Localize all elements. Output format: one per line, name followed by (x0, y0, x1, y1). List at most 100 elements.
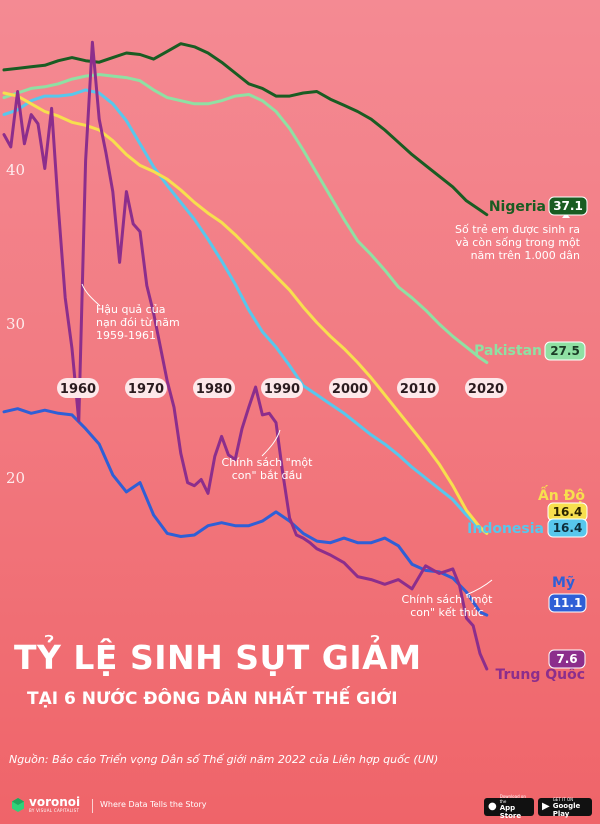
value-badge-label: 37.1 (553, 199, 583, 213)
value-badge: 16.4 (547, 502, 588, 522)
tagline: Where Data Tells the Story (100, 800, 207, 809)
annotation-arrow (465, 579, 493, 596)
annotation-text: con" kết thúc (410, 606, 484, 619)
annotation-text: con" bắt đầu (232, 469, 303, 482)
x-tick-label: 1990 (264, 382, 300, 397)
y-ticks: 20 30 40 (6, 161, 25, 487)
x-tick-pill (329, 378, 371, 398)
app-store-label: App Store (499, 804, 522, 820)
value-badge-box (548, 649, 586, 669)
annotation-text: 1959-1961 (96, 329, 156, 342)
x-tick-label: 2000 (332, 382, 368, 397)
series-line-my (2, 407, 489, 617)
value-badge-box (544, 341, 586, 361)
y-tick-label: 40 (6, 161, 25, 179)
brand-subtitle: BY VISUAL CAPITALIST (29, 808, 80, 813)
chart-subtitle: TẠI 6 NƯỚC ĐÔNG DÂN NHẤT THẾ GIỚI (27, 689, 398, 709)
annotation-text: Hậu quả của (96, 303, 165, 316)
value-badge-box (548, 593, 587, 613)
x-tick-1980: 1980 (193, 378, 235, 398)
series-name: Trung Quốc (495, 666, 585, 683)
annotation-arrow (261, 429, 281, 457)
annotation-text: năm trên 1.000 dân (471, 249, 580, 262)
value-badge: 27.5 (544, 341, 586, 361)
x-tick-2020: 2020 (465, 378, 507, 398)
series-label-indonesia: Indonesia 16.4 (467, 518, 588, 538)
series-line-trung-quoc (2, 40, 489, 671)
value-badge-box (547, 518, 588, 538)
x-tick-1990: 1990 (261, 378, 303, 398)
apple-icon: ● (488, 801, 497, 812)
y-tick-label: 20 (6, 469, 25, 487)
chart-title: TỶ LỆ SINH SỤT GIẢM (14, 638, 422, 677)
x-tick-2000: 2000 (329, 378, 371, 398)
voronoi-logo-icon (12, 797, 24, 812)
app-store-button[interactable]: ● Download on the App Store (484, 794, 534, 820)
x-tick-pill (261, 378, 303, 398)
google-play-label: Google Play (552, 801, 581, 818)
annotation-text: Chính sách "một (402, 593, 494, 606)
x-tick-label: 2010 (400, 382, 436, 397)
x-tick-2010: 2010 (397, 378, 439, 398)
annotation-text: Số trẻ em được sinh ra (455, 223, 580, 236)
series-lines (2, 40, 489, 671)
app-store-small-label: Download on the (499, 794, 526, 804)
x-tick-pill (397, 378, 439, 398)
series-name: Ấn Độ (538, 484, 585, 504)
x-tick-label: 1960 (60, 382, 96, 397)
value-badge-label: 11.1 (553, 596, 583, 610)
footer-divider (92, 799, 93, 813)
value-badge: 16.4 (547, 518, 588, 538)
x-tick-pill (465, 378, 507, 398)
annotation-text: và còn sống trong một (456, 236, 581, 249)
series-label-my: Mỹ 11.1 (548, 575, 587, 613)
series-name: Pakistan (474, 343, 542, 359)
x-tick-label: 1970 (128, 382, 164, 397)
voronoi-logo[interactable]: voronoi BY VISUAL CAPITALIST (10, 796, 80, 813)
value-badge: 11.1 (548, 593, 587, 613)
x-tick-label: 2020 (468, 382, 504, 397)
value-badge-label: 16.4 (553, 505, 583, 519)
series-name: Nigeria (489, 199, 546, 215)
x-tick-pill (193, 378, 235, 398)
series-line-an-do (2, 91, 489, 535)
series-label-pakistan: Pakistan 27.5 (474, 341, 586, 361)
x-ticks: 1960 1970 1980 1990 2000 2010 2020 (57, 378, 507, 398)
annotation-arrow (81, 283, 101, 307)
value-badge-box (548, 196, 588, 216)
source-note: Nguồn: Báo cáo Triển vọng Dân số Thế giớ… (9, 753, 439, 766)
x-tick-1960: 1960 (57, 378, 99, 398)
footer: voronoi BY VISUAL CAPITALIST Where Data … (0, 790, 600, 824)
series-line-pakistan (2, 73, 489, 364)
series-line-indonesia (2, 88, 489, 535)
brand-name: voronoi (29, 795, 81, 809)
annotation-text: Chính sách "một (222, 456, 314, 469)
series-name: Indonesia (467, 521, 544, 537)
x-tick-1970: 1970 (125, 378, 167, 398)
y-tick-label: 30 (6, 315, 25, 333)
value-badge: 37.1 (548, 196, 588, 216)
x-tick-label: 1980 (196, 382, 232, 397)
series-label-nigeria: Nigeria 37.1 (489, 196, 588, 216)
value-badge: 7.6 (548, 649, 586, 669)
x-tick-pill (125, 378, 167, 398)
google-play-button[interactable]: ▶ GET IT ON Google Play (538, 796, 592, 818)
google-play-small-label: GET IT ON (552, 796, 574, 802)
play-icon: ▶ (542, 801, 550, 812)
series-line-nigeria (2, 42, 489, 217)
value-badge-label: 16.4 (553, 521, 583, 535)
value-badge-label: 7.6 (556, 652, 577, 666)
series-name: Mỹ (552, 575, 575, 591)
value-badge-label: 27.5 (550, 344, 580, 358)
x-tick-pill (57, 378, 99, 398)
